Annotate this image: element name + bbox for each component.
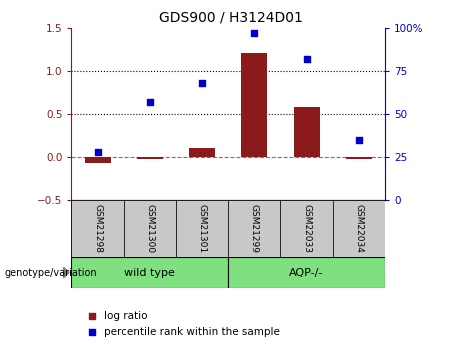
Bar [228, 200, 280, 257]
Text: percentile rank within the sample: percentile rank within the sample [104, 327, 280, 337]
Bar [333, 200, 385, 257]
Point [355, 137, 362, 142]
Bar [176, 200, 228, 257]
Bar [346, 157, 372, 159]
Text: GSM22034: GSM22034 [355, 204, 363, 253]
Text: GSM21300: GSM21300 [145, 204, 154, 253]
Text: GDS900 / H3124D01: GDS900 / H3124D01 [159, 10, 302, 24]
Bar [294, 107, 319, 157]
Text: wild type: wild type [124, 268, 175, 277]
Point [198, 80, 206, 86]
Bar [228, 257, 385, 288]
Bar [71, 257, 228, 288]
Polygon shape [64, 267, 69, 278]
Text: genotype/variation: genotype/variation [5, 268, 97, 277]
Text: log ratio: log ratio [104, 311, 147, 321]
Point [146, 99, 154, 105]
Point [89, 313, 96, 318]
Point [94, 149, 101, 155]
Text: GSM21299: GSM21299 [250, 204, 259, 253]
Bar [189, 148, 215, 157]
Bar [124, 200, 176, 257]
Bar [280, 200, 333, 257]
Bar [84, 157, 111, 163]
Text: GSM21301: GSM21301 [198, 204, 207, 253]
Text: GSM21298: GSM21298 [93, 204, 102, 253]
Point [303, 56, 310, 61]
Text: AQP-/-: AQP-/- [290, 268, 324, 277]
Bar [137, 157, 163, 159]
Point [89, 329, 96, 335]
Bar [71, 200, 124, 257]
Bar [241, 53, 267, 157]
Point [251, 30, 258, 36]
Text: GSM22033: GSM22033 [302, 204, 311, 253]
